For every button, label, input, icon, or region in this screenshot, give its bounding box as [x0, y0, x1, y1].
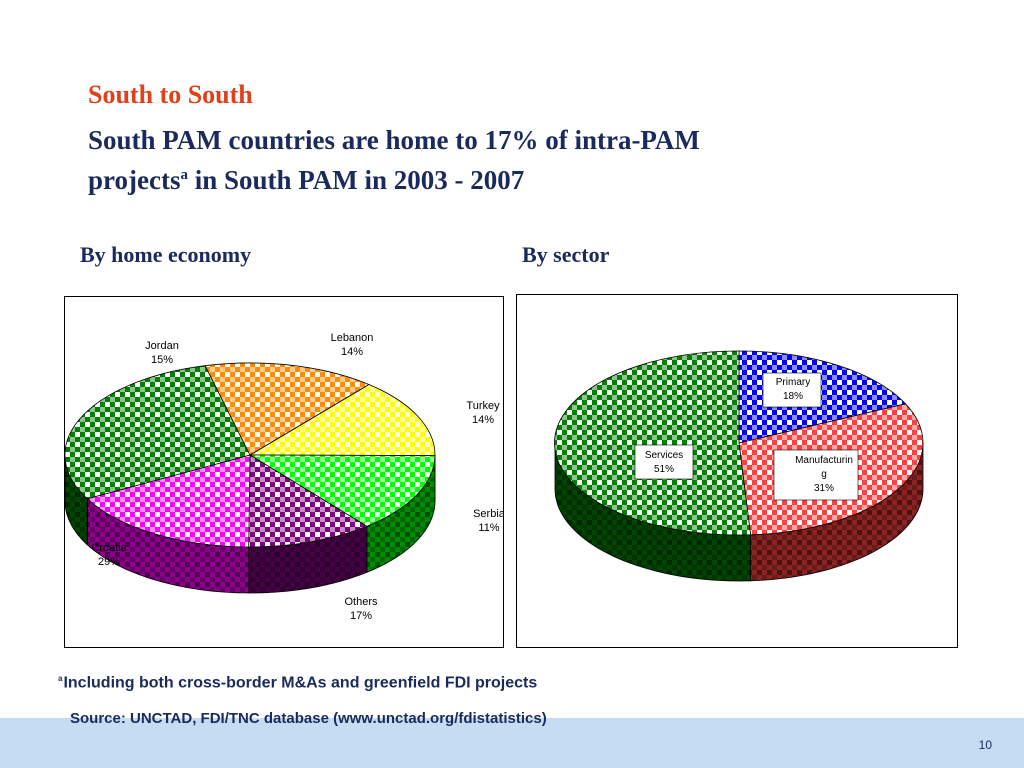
- title-line-2-end: in South PAM in 2003 - 2007: [187, 165, 525, 195]
- slice-label-others: Others 17%: [344, 596, 378, 622]
- slice-value-serbia: 11%: [478, 522, 499, 534]
- page-number: 10: [978, 738, 992, 752]
- sector-pie: Primary 18% Manufacturin g 31% Services 51%: [554, 350, 924, 582]
- slice-name-primary: Primary: [776, 377, 810, 388]
- slice-name-others: Others: [344, 596, 378, 608]
- slice-services: [554, 350, 752, 536]
- slice-label-manufacturing: Manufacturin g 31%: [773, 449, 859, 501]
- title-line-1: South PAM countries are home to 17% of i…: [88, 125, 700, 155]
- slice-name-lebanon: Lebanon: [331, 332, 374, 344]
- slice-others: [86, 454, 251, 548]
- footer-bar: [0, 718, 1024, 768]
- slice-name-serbia: Serbia: [473, 508, 503, 520]
- slice-label-jordan: Jordan 15%: [145, 340, 179, 366]
- slice-jordan: [204, 362, 370, 456]
- slice-name-manufacturing: g: [821, 469, 827, 480]
- slice-value-others: 17%: [350, 610, 372, 622]
- section-title: South to South: [88, 80, 253, 109]
- slice-value-manufacturing: 31%: [814, 483, 834, 494]
- slice-lebanon: [248, 384, 436, 457]
- title-line-2-start: projects: [88, 165, 181, 195]
- slice-label-turkey: Turkey 14%: [466, 400, 500, 426]
- slice-name-croatia: Croatia: [91, 542, 127, 554]
- title-footnote-marker: a: [180, 167, 188, 183]
- slice-label-services: Services 51%: [634, 444, 694, 480]
- footnote: aIncluding both cross-border M&As and gr…: [58, 674, 537, 692]
- left-chart-heading: By home economy: [80, 242, 252, 267]
- footnote-marker: a: [58, 674, 63, 683]
- sector-chart: Primary 18% Manufacturin g 31% Services 51%: [516, 294, 958, 648]
- slice-turkey: [248, 454, 436, 527]
- slice-name-turkey: Turkey: [466, 400, 500, 412]
- home-economy-pie: Lebanon 14% Turkey 14% Serbia 11% Others 17% Cro…: [65, 332, 503, 622]
- slice-name-jordan: Jordan: [145, 340, 179, 352]
- home-economy-chart: Lebanon 14% Turkey 14% Serbia 11% Others 17% Cro…: [64, 296, 504, 648]
- slice-value-primary: 18%: [783, 391, 803, 402]
- slice-name-manufacturing: Manufacturin: [795, 455, 853, 466]
- slice-label-lebanon: Lebanon 14%: [331, 332, 374, 358]
- slice-label-serbia: Serbia 11%: [473, 508, 503, 534]
- slice-value-croatia: 29%: [98, 556, 120, 568]
- footnote-text: Including both cross-border M&As and gre…: [63, 674, 538, 692]
- slice-serbia: [248, 454, 368, 548]
- slide-title: South PAM countries are home to 17% of i…: [88, 120, 948, 200]
- slice-value-jordan: 15%: [151, 354, 173, 366]
- slice-value-turkey: 14%: [472, 414, 494, 426]
- slice-label-croatia: Croatia 29%: [91, 542, 127, 568]
- source-note: Source: UNCTAD, FDI/TNC database (www.un…: [70, 710, 547, 727]
- slice-name-services: Services: [645, 450, 683, 461]
- slice-label-primary: Primary 18%: [762, 372, 822, 408]
- slice-value-services: 51%: [654, 464, 674, 475]
- right-chart-heading: By sector: [522, 242, 610, 267]
- slice-croatia: [65, 365, 251, 500]
- slice-value-lebanon: 14%: [341, 346, 363, 358]
